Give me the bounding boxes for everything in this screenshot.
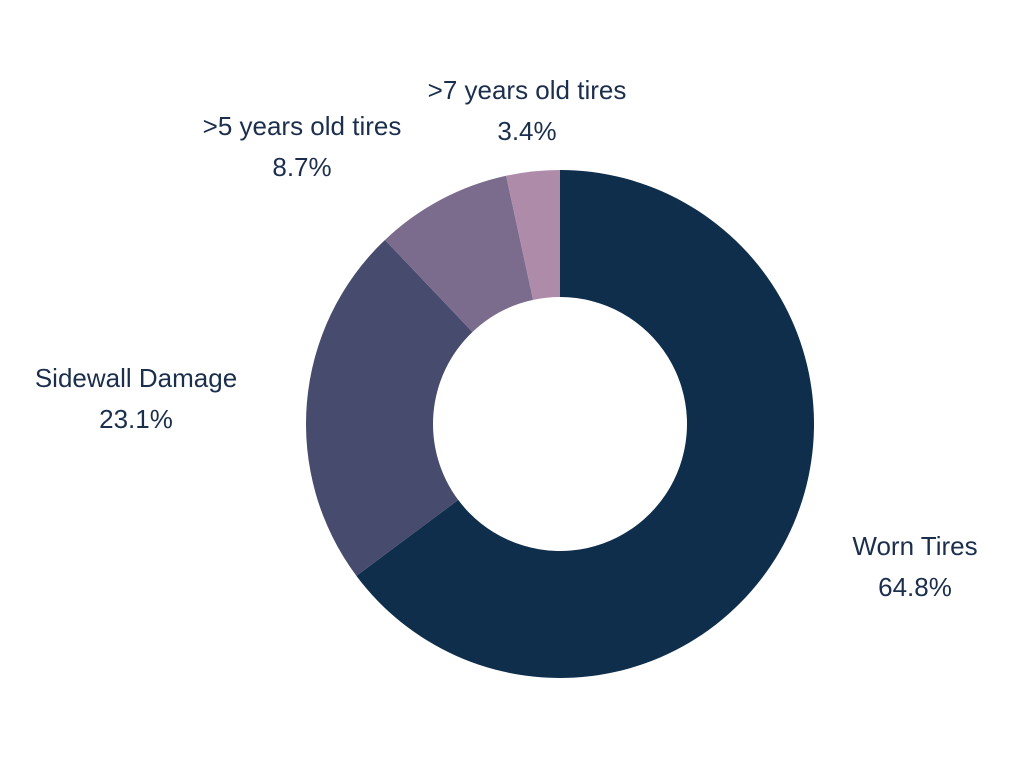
slice-label-name: >5 years old tires (202, 111, 402, 141)
donut-slice-worn-tires (356, 170, 814, 678)
donut-slice-5-years-old-tires (384, 175, 534, 332)
slice-label-value: 23.1% (99, 404, 173, 434)
slice-label-name: >7 years old tires (427, 75, 627, 105)
donut-slice-7-years-old-tires (506, 170, 560, 300)
slice-label-name: Worn Tires (852, 531, 978, 561)
slice-label-name: Sidewall Damage (34, 363, 238, 393)
slice-label-7-years-old-tires: >7 years old tires 3.4% (428, 70, 627, 152)
donut-slice-sidewall-damage (306, 239, 473, 576)
slice-label-value: 8.7% (272, 152, 332, 182)
slice-label-5-years-old-tires: >5 years old tires 8.7% (203, 106, 402, 188)
slice-label-worn-tires: Worn Tires 64.8% (852, 526, 977, 608)
slice-label-value: 64.8% (878, 572, 952, 602)
slice-label-value: 3.4% (497, 116, 557, 146)
slice-label-sidewall-damage: Sidewall Damage 23.1% (35, 358, 237, 440)
